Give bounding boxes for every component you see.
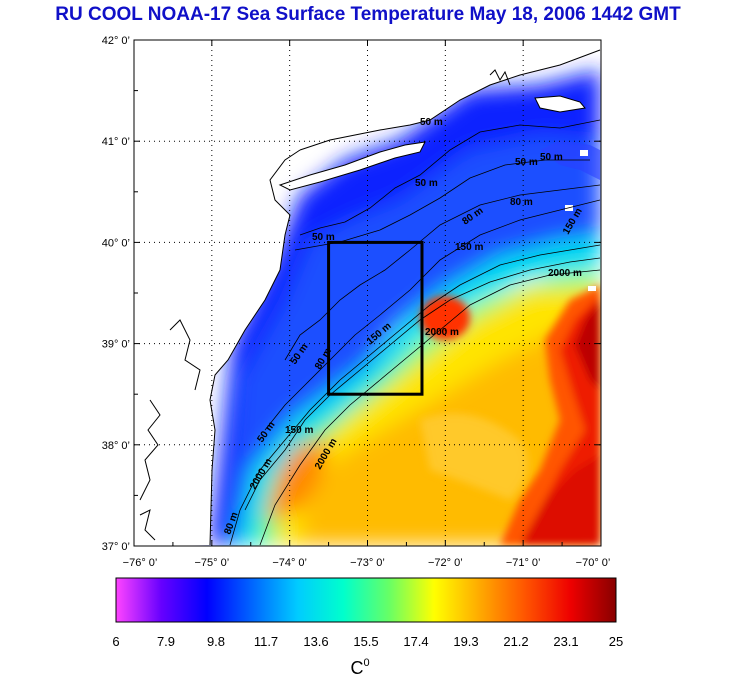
colorbar-tick: 9.8 (207, 634, 225, 649)
latitude-labels: 42° 0’ 41° 0’ 40° 0’ 39° 0’ 38° 0’ 37° 0… (102, 35, 130, 553)
longitude-labels: −76° 0’ −75° 0’ −74° 0’ −73° 0’ −72° 0’ … (123, 557, 611, 569)
contour-label: 80 m (510, 197, 533, 208)
contour-label: 150 m (285, 425, 313, 436)
lat-label: 41° 0’ (102, 136, 130, 148)
contour-label: 50 m (540, 152, 563, 163)
contour-label: 50 m (515, 157, 538, 168)
lon-label: −74° 0’ (272, 557, 307, 569)
sst-field (134, 40, 600, 545)
lon-label: −75° 0’ (194, 557, 229, 569)
sst-map: 50 m 50 m 50 m 50 m 50 m 50 m 80 m 80 m … (102, 35, 611, 569)
colorbar-tick: 7.9 (157, 634, 175, 649)
colorbar-tick: 17.4 (403, 634, 428, 649)
colorbar-ticks: 6 7.9 9.8 11.7 13.6 15.5 17.4 19.3 21.2 … (112, 634, 623, 649)
lat-label: 38° 0’ (102, 440, 130, 452)
colorbar-unit-superscript: 0 (363, 657, 369, 669)
long-island (280, 142, 425, 190)
colorbar-tick: 11.7 (254, 634, 278, 649)
lat-label: 40° 0’ (102, 237, 130, 249)
lat-label: 42° 0’ (102, 35, 130, 47)
lon-label: −76° 0’ (123, 557, 158, 569)
lat-label: 37° 0’ (102, 541, 130, 553)
contour-label: 2000 m (548, 268, 582, 279)
isobaths (229, 119, 601, 546)
lon-label: −71° 0’ (506, 557, 541, 569)
lon-label: −72° 0’ (428, 557, 463, 569)
map-title: RU COOL NOAA-17 Sea Surface Temperature … (55, 4, 681, 25)
study-box (327, 240, 424, 396)
contour-label: 50 m (312, 232, 335, 243)
colorbar-unit: C0 (350, 657, 369, 678)
colorbar-unit-letter: C (350, 658, 363, 678)
land-mass (134, 40, 300, 545)
contour-label: 2000 m (425, 327, 459, 338)
contour-label: 150 m (455, 242, 483, 253)
colorbar-tick: 13.6 (303, 634, 328, 649)
contour-label: 50 m (415, 178, 438, 189)
colorbar-tick: 15.5 (353, 634, 378, 649)
colorbar-tick: 19.3 (453, 634, 478, 649)
lat-label: 39° 0’ (102, 339, 130, 351)
axis-ticks (133, 39, 602, 547)
lon-label: −70° 0’ (576, 557, 611, 569)
lon-label: −73° 0’ (350, 557, 385, 569)
colorbar-tick: 6 (112, 634, 119, 649)
colorbar-tick: 21.2 (503, 634, 528, 649)
colorbar-tick: 23.1 (553, 634, 578, 649)
contour-label: 50 m (420, 117, 443, 128)
study-box-rect (327, 240, 424, 396)
colorbar-tick: 25 (609, 634, 623, 649)
